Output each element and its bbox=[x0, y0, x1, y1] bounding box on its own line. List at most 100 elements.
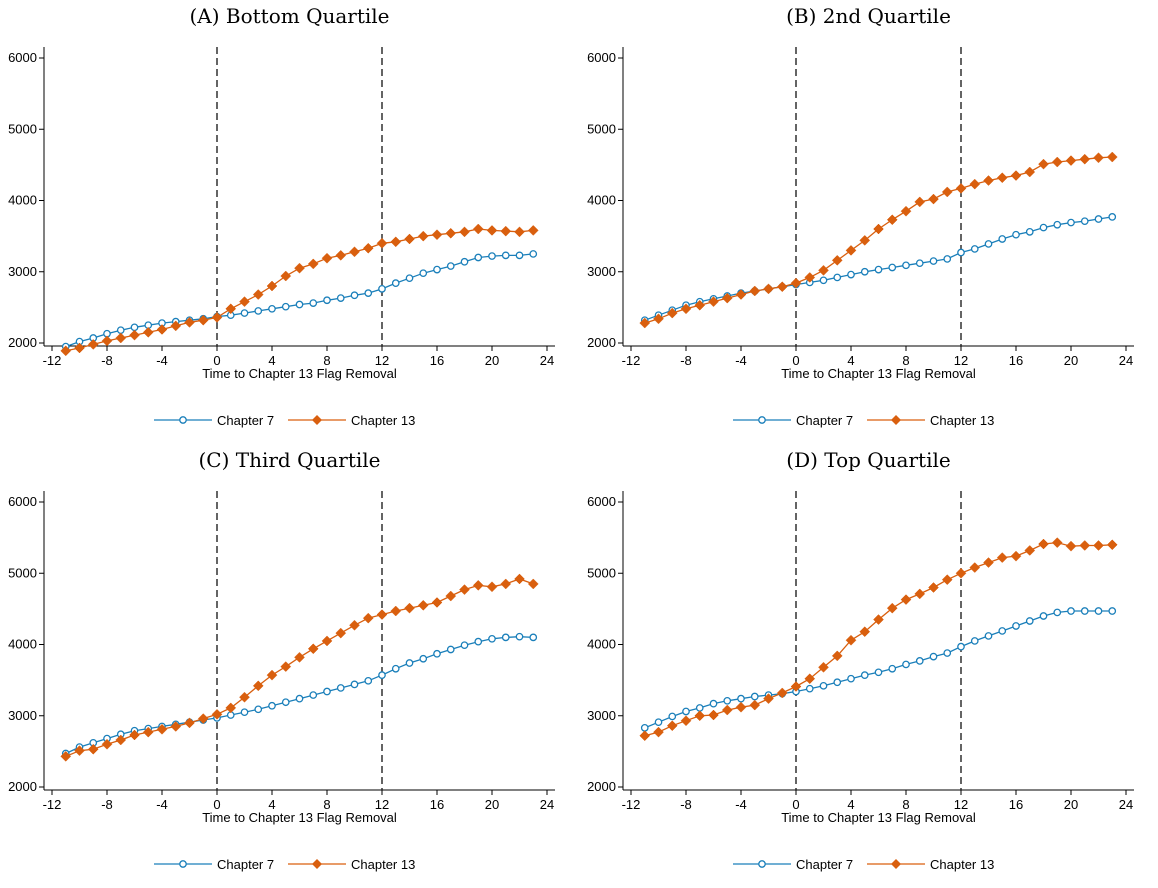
x-tick-label: 16 bbox=[1009, 797, 1023, 812]
data-point bbox=[1039, 612, 1048, 620]
x-tick-label: -4 bbox=[156, 797, 168, 812]
x-axis-label: Time to Chapter 13 Flag Removal bbox=[202, 366, 397, 381]
data-point bbox=[129, 329, 140, 341]
data-point bbox=[859, 235, 871, 246]
data-point bbox=[142, 726, 154, 738]
data-point bbox=[500, 578, 512, 590]
data-point bbox=[1067, 607, 1075, 615]
data-point bbox=[750, 692, 759, 701]
panel-b: (B) 2nd Quartile 2000 3000 4000 5000 6000 -12… bbox=[579, 0, 1158, 444]
data-point bbox=[376, 609, 388, 620]
data-point bbox=[376, 237, 388, 249]
x-tick-label: 24 bbox=[1119, 797, 1133, 812]
y-tick-label: 5000 bbox=[587, 565, 616, 580]
data-point bbox=[87, 743, 99, 755]
data-point bbox=[694, 710, 706, 722]
data-point bbox=[527, 578, 539, 590]
data-point bbox=[445, 227, 457, 239]
x-tick-label: 4 bbox=[268, 353, 275, 368]
data-point bbox=[1051, 537, 1063, 548]
chart-title: (C) Third Quartile bbox=[198, 448, 381, 472]
x-tick-label: 4 bbox=[847, 353, 854, 368]
data-point bbox=[240, 708, 249, 717]
data-point bbox=[763, 283, 774, 295]
data-point bbox=[431, 597, 443, 608]
x-tick-label: 0 bbox=[792, 797, 799, 812]
y-tick-label: 6000 bbox=[8, 494, 37, 509]
data-point bbox=[1079, 153, 1091, 165]
data-point bbox=[1039, 223, 1048, 232]
data-point bbox=[268, 304, 276, 313]
data-point bbox=[666, 307, 678, 319]
data-point bbox=[460, 641, 469, 650]
data-point bbox=[419, 269, 428, 278]
data-point bbox=[860, 671, 869, 679]
data-point bbox=[115, 734, 127, 746]
data-point bbox=[900, 205, 912, 217]
data-point bbox=[998, 235, 1007, 243]
data-point bbox=[654, 718, 663, 727]
x-tick-label: 12 bbox=[954, 797, 968, 812]
data-point bbox=[349, 619, 360, 631]
data-point bbox=[74, 342, 85, 354]
data-point bbox=[280, 661, 292, 672]
data-point bbox=[335, 250, 347, 261]
data-point bbox=[170, 721, 182, 732]
y-tick-label: 6000 bbox=[8, 50, 37, 65]
legend-label: Chapter 13 bbox=[930, 413, 994, 428]
data-point bbox=[295, 694, 304, 703]
data-point bbox=[514, 226, 525, 238]
data-point bbox=[790, 681, 802, 692]
data-point bbox=[668, 712, 677, 721]
data-point bbox=[1080, 607, 1089, 615]
panel-a: (A) Bottom Quartile 2000 3000 4000 5000 6000… bbox=[0, 0, 579, 444]
data-point bbox=[735, 701, 747, 713]
data-point bbox=[1108, 213, 1117, 221]
y-tick-label: 4000 bbox=[8, 637, 37, 652]
data-point bbox=[515, 632, 524, 641]
panel-d: (D) Top Quartile 2000 3000 4000 5000 6000 -12… bbox=[579, 444, 1158, 888]
data-point bbox=[955, 183, 967, 194]
data-point bbox=[309, 299, 318, 307]
data-point bbox=[474, 253, 483, 262]
data-point bbox=[336, 684, 345, 692]
x-tick-label: -4 bbox=[735, 797, 747, 812]
y-tick-label: 6000 bbox=[587, 494, 616, 509]
data-point bbox=[709, 699, 718, 708]
x-tick-label: 20 bbox=[485, 353, 499, 368]
x-tick-label: 16 bbox=[430, 353, 444, 368]
data-point bbox=[266, 669, 278, 681]
legend-marker bbox=[312, 859, 322, 869]
data-point bbox=[252, 289, 264, 300]
chart-svg: 2000 3000 4000 5000 6000 -12 -8 -4 0 4 8 12 16 20 24 Ti… bbox=[587, 491, 1134, 872]
data-point bbox=[957, 248, 965, 257]
data-point bbox=[321, 252, 333, 264]
data-point bbox=[695, 704, 704, 712]
data-point bbox=[888, 263, 897, 272]
data-point bbox=[404, 602, 415, 614]
data-point bbox=[1108, 607, 1117, 615]
data-point bbox=[156, 723, 168, 735]
data-point bbox=[723, 696, 732, 705]
x-tick-label: -12 bbox=[43, 353, 62, 368]
data-point bbox=[433, 265, 441, 274]
data-point bbox=[763, 693, 774, 705]
x-tick-label: 20 bbox=[1064, 797, 1078, 812]
data-point bbox=[254, 307, 263, 315]
data-point bbox=[1038, 538, 1049, 550]
data-point bbox=[1010, 170, 1022, 181]
data-point bbox=[419, 654, 428, 663]
x-tick-label: 4 bbox=[268, 797, 275, 812]
data-point bbox=[805, 684, 814, 693]
data-point bbox=[873, 614, 884, 625]
x-tick-label: -12 bbox=[43, 797, 62, 812]
data-point bbox=[928, 193, 939, 205]
data-point bbox=[101, 738, 113, 750]
data-point bbox=[915, 657, 924, 665]
x-tick-label: 20 bbox=[1064, 353, 1078, 368]
y-tick-label: 4000 bbox=[8, 193, 37, 208]
data-point bbox=[129, 729, 140, 741]
data-point bbox=[1106, 151, 1118, 163]
x-tick-label: 8 bbox=[902, 797, 909, 812]
data-point bbox=[1094, 215, 1103, 223]
